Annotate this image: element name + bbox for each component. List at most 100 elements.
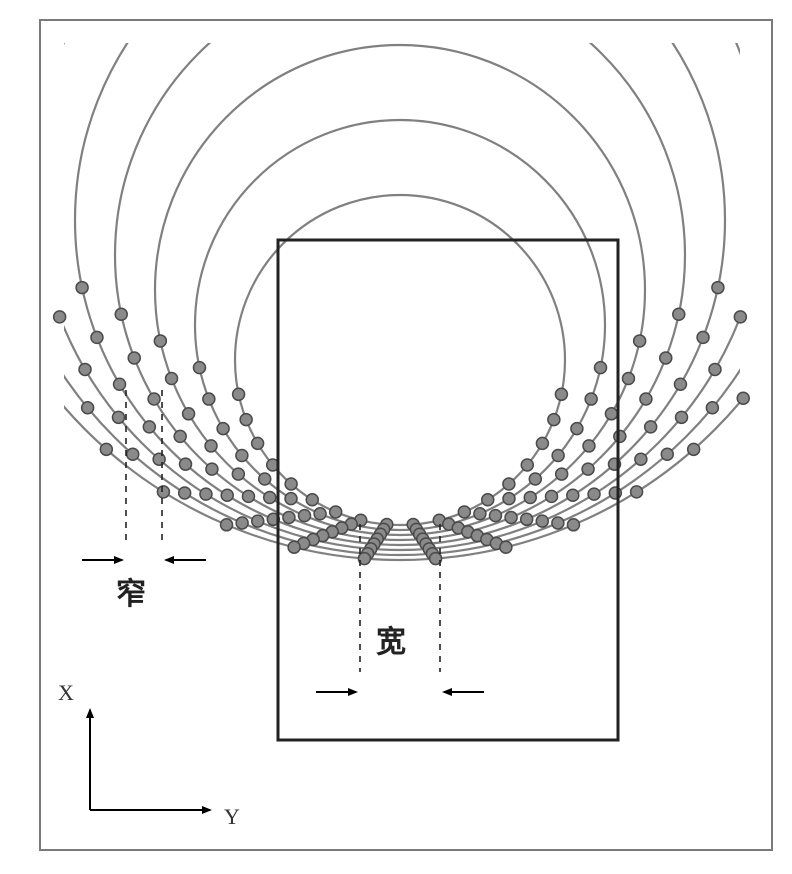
data-point	[622, 373, 634, 385]
data-point	[76, 282, 88, 294]
data-point	[154, 335, 166, 347]
data-point	[252, 437, 264, 449]
data-point	[567, 489, 579, 501]
arc	[235, 195, 565, 525]
data-point	[285, 493, 297, 505]
data-point	[688, 443, 700, 455]
data-point	[236, 449, 248, 461]
axis-y-label: Y	[224, 804, 240, 829]
arc	[0, 0, 792, 555]
data-point	[179, 487, 191, 499]
data-point	[734, 311, 746, 323]
data-point	[128, 352, 140, 364]
data-point	[673, 308, 685, 320]
data-point	[112, 411, 124, 423]
data-point	[555, 388, 567, 400]
data-point	[100, 443, 112, 455]
data-point	[645, 421, 657, 433]
data-point	[153, 453, 165, 465]
data-point	[503, 478, 515, 490]
data-point	[299, 510, 311, 522]
data-point	[552, 449, 564, 461]
data-point	[712, 282, 724, 294]
data-point	[174, 430, 186, 442]
data-point	[674, 378, 686, 390]
data-point	[546, 490, 558, 502]
data-point	[661, 448, 673, 460]
data-point	[259, 473, 271, 485]
data-point	[200, 488, 212, 500]
data-point	[206, 463, 218, 475]
figure-svg: 窄宽 XY	[0, 0, 792, 874]
data-point	[114, 378, 126, 390]
wide-label: 宽	[376, 625, 406, 659]
data-point	[571, 423, 583, 435]
data-point	[217, 423, 229, 435]
data-point	[143, 421, 155, 433]
data-point	[640, 393, 652, 405]
arc	[0, 0, 792, 560]
data-point	[232, 468, 244, 480]
data-point	[458, 506, 470, 518]
data-point	[180, 458, 192, 470]
data-point	[221, 489, 233, 501]
data-point	[676, 411, 688, 423]
data-point	[697, 331, 709, 343]
data-point	[660, 352, 672, 364]
data-point	[588, 488, 600, 500]
arc	[115, 0, 685, 540]
data-point	[183, 408, 195, 420]
data-point	[82, 402, 94, 414]
data-point	[330, 506, 342, 518]
data-point	[567, 519, 579, 531]
data-point	[264, 492, 276, 504]
concentric-arcs	[0, 0, 792, 560]
data-point	[536, 437, 548, 449]
sampling-window	[278, 240, 618, 740]
data-point	[529, 473, 541, 485]
data-point	[285, 478, 297, 490]
data-point	[115, 308, 127, 320]
data-point	[552, 517, 564, 529]
data-point	[556, 468, 568, 480]
data-point	[706, 402, 718, 414]
narrow-label: 窄	[116, 577, 146, 611]
data-point	[500, 541, 512, 553]
arc	[35, 0, 765, 550]
data-point	[127, 448, 139, 460]
data-point	[233, 388, 245, 400]
axis-x-label: X	[58, 680, 74, 705]
data-point	[157, 486, 169, 498]
data-point	[314, 508, 326, 520]
data-point	[288, 541, 300, 553]
data-point	[521, 459, 533, 471]
inner-rectangle	[278, 240, 618, 740]
coordinate-axes: XY	[58, 680, 240, 829]
data-point	[252, 515, 264, 527]
data-point	[54, 311, 66, 323]
data-point	[193, 362, 205, 374]
data-point	[474, 508, 486, 520]
data-point	[505, 511, 517, 523]
data-point	[236, 517, 248, 529]
data-point	[148, 393, 160, 405]
data-point	[609, 487, 621, 499]
data-point	[240, 414, 252, 426]
data-point	[489, 510, 501, 522]
data-point	[634, 335, 646, 347]
data-point	[548, 414, 560, 426]
data-point	[79, 363, 91, 375]
data-point	[503, 493, 515, 505]
data-point	[709, 363, 721, 375]
data-point	[242, 490, 254, 502]
data-point	[737, 392, 749, 404]
data-point	[524, 492, 536, 504]
data-point	[283, 511, 295, 523]
data-point	[221, 519, 233, 531]
data-point	[536, 515, 548, 527]
data-point	[582, 463, 594, 475]
data-point	[482, 494, 494, 506]
data-point	[631, 486, 643, 498]
data-point	[306, 494, 318, 506]
data-point	[595, 362, 607, 374]
